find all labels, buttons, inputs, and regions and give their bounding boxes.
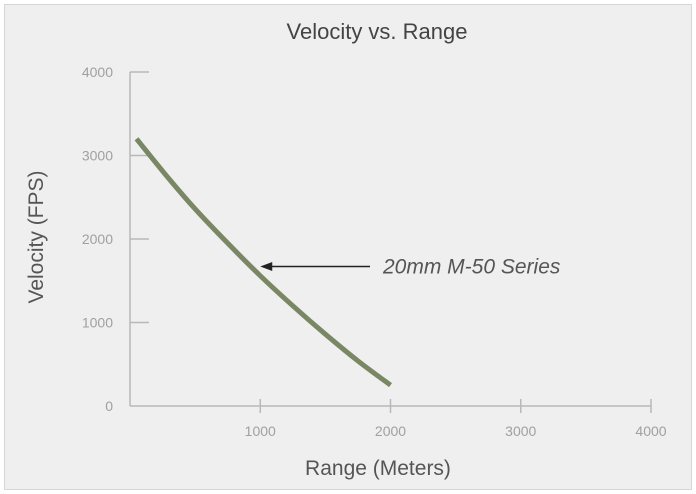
x-tick-label: 3000	[505, 423, 536, 439]
chart-title: Velocity vs. Range	[287, 19, 468, 44]
annotation-arrowhead	[260, 262, 273, 272]
axes	[129, 72, 651, 407]
y-tick-label: 0	[105, 398, 113, 414]
y-tick-label: 3000	[82, 148, 113, 164]
y-tick-label: 4000	[82, 64, 113, 80]
series-line-0	[134, 137, 392, 388]
ticks: 1000 2000 3000 4000 0 1000 2000 3000 4000	[82, 64, 667, 439]
y-axis-label: Velocity (FPS)	[25, 170, 48, 303]
annotation-label: 20mm M-50 Series	[382, 256, 561, 279]
x-tick-label: 4000	[635, 423, 666, 439]
y-tick-label: 2000	[82, 231, 113, 247]
chart: Velocity vs. Range Velocity (FPS) Range …	[25, 19, 667, 480]
x-tick-label: 2000	[375, 423, 406, 439]
x-tick-label: 1000	[245, 423, 276, 439]
chart-frame: Velocity vs. Range Velocity (FPS) Range …	[4, 4, 692, 490]
annotations: 20mm M-50 Series	[260, 256, 561, 279]
x-axis-label: Range (Meters)	[305, 457, 451, 480]
y-tick-label: 1000	[82, 315, 113, 331]
series-group	[134, 137, 392, 388]
